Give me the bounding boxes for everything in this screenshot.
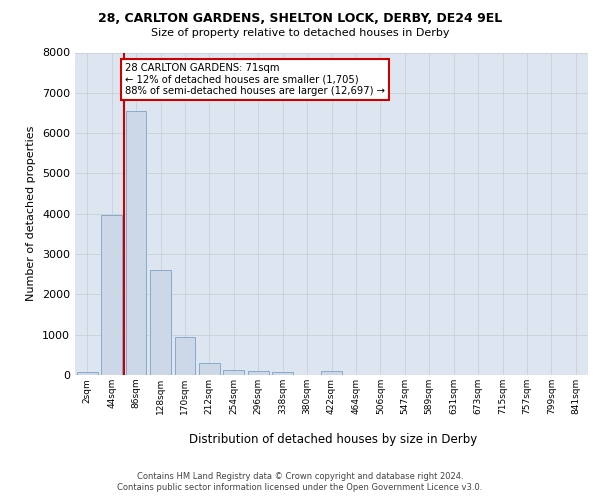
Y-axis label: Number of detached properties: Number of detached properties [26,126,37,302]
Text: Distribution of detached houses by size in Derby: Distribution of detached houses by size … [189,432,477,446]
Bar [77,372,98,375]
Bar [125,111,146,375]
Text: 28, CARLTON GARDENS, SHELTON LOCK, DERBY, DE24 9EL: 28, CARLTON GARDENS, SHELTON LOCK, DERBY… [98,12,502,24]
Bar [248,371,269,375]
Bar [199,362,220,375]
Text: Contains HM Land Registry data © Crown copyright and database right 2024.: Contains HM Land Registry data © Crown c… [137,472,463,481]
Bar [272,372,293,375]
Text: 28 CARLTON GARDENS: 71sqm
← 12% of detached houses are smaller (1,705)
88% of se: 28 CARLTON GARDENS: 71sqm ← 12% of detac… [125,62,385,96]
Bar [175,336,196,375]
Bar [101,214,122,375]
Bar [150,270,171,375]
Text: Size of property relative to detached houses in Derby: Size of property relative to detached ho… [151,28,449,38]
Text: Contains public sector information licensed under the Open Government Licence v3: Contains public sector information licen… [118,483,482,492]
Bar [321,371,342,375]
Bar [223,370,244,375]
